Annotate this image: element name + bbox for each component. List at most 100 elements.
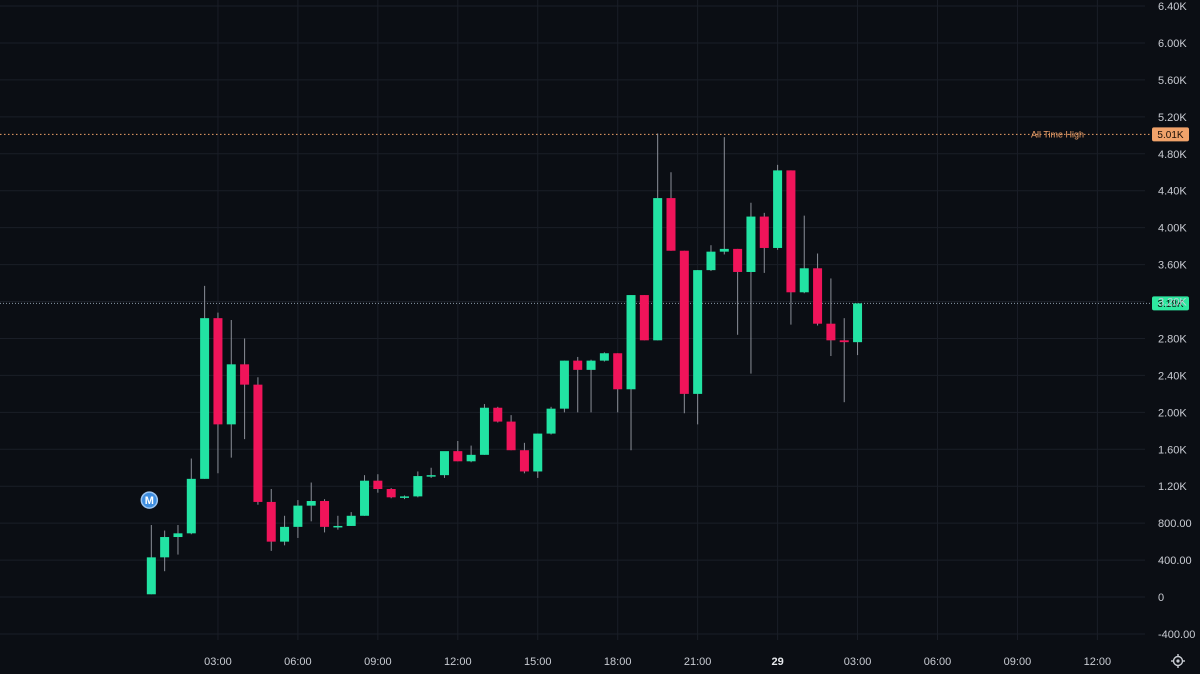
y-tick-label: 6.00K bbox=[1158, 38, 1187, 50]
candle-body bbox=[453, 451, 463, 462]
candle bbox=[746, 202, 756, 374]
candle bbox=[253, 377, 263, 505]
y-tick-label: 3.60K bbox=[1158, 260, 1187, 272]
candle-body bbox=[666, 198, 676, 251]
candle-body bbox=[599, 353, 609, 361]
candle bbox=[759, 212, 769, 273]
candle bbox=[719, 137, 729, 255]
candle bbox=[453, 440, 463, 462]
y-tick-label: 1.60K bbox=[1158, 444, 1187, 456]
candle bbox=[333, 515, 343, 530]
candle bbox=[813, 253, 823, 326]
candle-body bbox=[733, 248, 743, 272]
candle bbox=[240, 338, 250, 440]
candle-body bbox=[266, 501, 276, 542]
candle-body bbox=[586, 360, 596, 370]
candle bbox=[653, 133, 663, 341]
candle-body bbox=[173, 533, 183, 538]
candle-body bbox=[146, 557, 156, 595]
candle bbox=[200, 285, 210, 479]
y-tick-label: -400.00 bbox=[1158, 629, 1195, 641]
x-tick-label: 03:00 bbox=[844, 656, 872, 668]
candle bbox=[466, 445, 476, 463]
candle-body bbox=[786, 170, 796, 293]
candle bbox=[426, 467, 436, 478]
y-tick-label: 800.00 bbox=[1158, 518, 1192, 530]
candle-body bbox=[186, 478, 196, 534]
marker-circle[interactable] bbox=[140, 491, 159, 509]
candle-body bbox=[253, 384, 263, 502]
candle bbox=[266, 489, 276, 551]
candle bbox=[186, 458, 196, 535]
x-tick-label: 12:00 bbox=[444, 656, 472, 668]
candle-body bbox=[360, 480, 370, 516]
candle bbox=[693, 270, 703, 425]
candle bbox=[666, 172, 676, 251]
ath-price-label: 5.01K bbox=[1157, 130, 1183, 141]
candle-body bbox=[280, 526, 290, 542]
candle bbox=[226, 320, 236, 458]
candle bbox=[733, 248, 743, 335]
candle-body bbox=[546, 408, 556, 434]
y-tick-label: 5.20K bbox=[1158, 112, 1187, 124]
event-marker[interactable]: M bbox=[140, 491, 159, 509]
x-axis[interactable]: 03:00 06:00 09:00 12:00 15:00 18:00 21:00 29 03:… bbox=[204, 656, 1111, 668]
current-price-line: 3.18K bbox=[0, 296, 1189, 311]
candles bbox=[146, 133, 863, 595]
y-tick-label: 0 bbox=[1158, 592, 1164, 604]
candle bbox=[373, 474, 383, 493]
candle-body bbox=[373, 480, 383, 490]
candle-body bbox=[573, 360, 583, 370]
y-tick-label: 4.80K bbox=[1158, 149, 1187, 161]
ath-label: All Time High bbox=[1031, 129, 1084, 139]
candle bbox=[346, 512, 356, 526]
candle bbox=[479, 404, 489, 455]
candle bbox=[386, 488, 396, 499]
candle-body bbox=[559, 360, 569, 409]
candle bbox=[573, 356, 583, 413]
candle-body bbox=[400, 496, 409, 498]
candle bbox=[533, 433, 543, 478]
candle-body bbox=[346, 515, 356, 526]
x-tick-label: 12:00 bbox=[1084, 656, 1112, 668]
candle-body bbox=[386, 489, 396, 498]
candle-body bbox=[426, 475, 436, 477]
candle bbox=[306, 482, 316, 522]
candle-body bbox=[506, 421, 516, 451]
candle-body bbox=[653, 198, 663, 341]
gear-icon[interactable] bbox=[1171, 654, 1185, 668]
candle-body bbox=[799, 268, 809, 293]
candle bbox=[626, 295, 636, 451]
candle-body bbox=[306, 501, 316, 506]
y-tick-label: 5.60K bbox=[1158, 75, 1187, 87]
candle-body bbox=[813, 268, 823, 324]
candle-body bbox=[466, 454, 476, 462]
candle-body bbox=[413, 476, 423, 497]
candle bbox=[613, 353, 623, 413]
y-tick-label: 4.00K bbox=[1158, 223, 1187, 235]
candle-body bbox=[613, 353, 623, 390]
candle bbox=[559, 360, 569, 413]
current-price-label: 3.18K bbox=[1157, 299, 1183, 310]
candle-body bbox=[213, 318, 223, 425]
candle bbox=[839, 318, 849, 403]
candle bbox=[773, 164, 783, 250]
x-tick-label: 15:00 bbox=[524, 656, 552, 668]
marker-label[interactable]: M bbox=[145, 495, 154, 507]
candle-body bbox=[826, 323, 836, 341]
candle-body bbox=[226, 364, 236, 425]
candle-body bbox=[693, 270, 703, 394]
y-axis[interactable]: 6.40K 6.00K 5.60K 5.20K 4.80K 4.40K 4.00K 3.60K… bbox=[1158, 1, 1195, 641]
candle-body bbox=[240, 364, 250, 385]
candle bbox=[160, 530, 170, 572]
candle-body bbox=[759, 216, 769, 248]
x-tick-label: 06:00 bbox=[284, 656, 312, 668]
candle-body bbox=[706, 251, 716, 271]
candle bbox=[146, 525, 156, 595]
candle-body bbox=[773, 170, 783, 248]
candle bbox=[679, 250, 689, 414]
candle bbox=[293, 500, 303, 538]
candle-body bbox=[626, 295, 636, 390]
